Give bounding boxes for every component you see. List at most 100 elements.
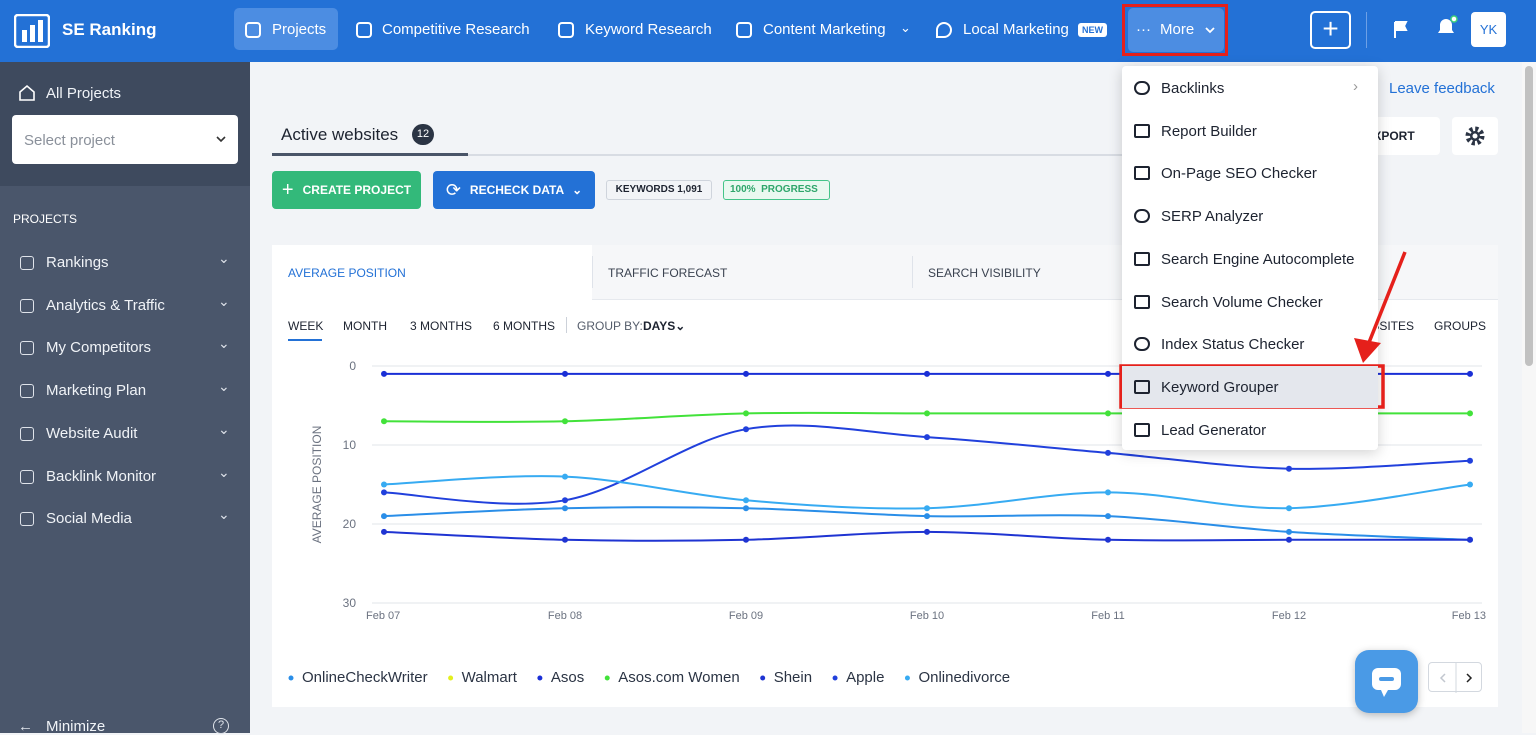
- y-tick-label: 10: [343, 438, 357, 452]
- nav-item[interactable]: Content Marketing: [763, 21, 886, 38]
- sidebar-chevron: ⌄: [218, 335, 230, 352]
- settings-button[interactable]: [1452, 117, 1498, 155]
- group-by-days: DAYS: [643, 319, 675, 333]
- create-project-button[interactable]: +CREATE PROJECT: [272, 171, 421, 209]
- menu-label[interactable]: Search Volume Checker: [1161, 294, 1323, 311]
- sidebar-chevron: ⌄: [218, 250, 230, 267]
- pager-arrows[interactable]: [1429, 663, 1483, 693]
- menu-label[interactable]: On-Page SEO Checker: [1161, 165, 1317, 182]
- select-chevron: [215, 135, 227, 145]
- data-point: [924, 371, 930, 377]
- group-by-label: GROUP BY:: [577, 319, 643, 333]
- websites-tab[interactable]: Active websites: [281, 125, 398, 145]
- legend-label[interactable]: Apple: [846, 669, 884, 686]
- y-tick-label: 20: [343, 517, 357, 531]
- legend-label[interactable]: Onlinedivorce: [918, 669, 1010, 686]
- data-point: [1105, 450, 1111, 456]
- minimize[interactable]: Minimize: [46, 718, 105, 735]
- legend-label[interactable]: OnlineCheckWriter: [302, 669, 428, 686]
- progress-value: 100%: [730, 184, 756, 195]
- gear-icon: [1452, 117, 1498, 155]
- legend-label[interactable]: Asos.com Women: [618, 669, 739, 686]
- menu-label[interactable]: Report Builder: [1161, 123, 1257, 140]
- sidebar-item[interactable]: Rankings: [46, 254, 109, 271]
- period-option[interactable]: 3 MONTHS: [410, 319, 472, 333]
- data-point: [381, 513, 387, 519]
- legend-label[interactable]: Shein: [774, 669, 812, 686]
- progress-badge: 100% PROGRESS: [723, 180, 830, 200]
- help-icon[interactable]: ?: [213, 718, 229, 734]
- flag-icon[interactable]: [1393, 20, 1409, 40]
- menu-label[interactable]: Search Engine Autocomplete: [1161, 251, 1354, 268]
- group-by-value[interactable]: DAYS⌄: [643, 319, 685, 333]
- menu-label[interactable]: Index Status Checker: [1161, 336, 1304, 353]
- sidebar-item[interactable]: Social Media: [46, 510, 132, 527]
- data-point: [381, 489, 387, 495]
- recheck-button[interactable]: ⟳RECHECK DATA⌄: [433, 171, 595, 209]
- nav-icon: [245, 22, 261, 38]
- x-tick-label: Feb 13: [1452, 610, 1486, 622]
- chat-button[interactable]: [1355, 650, 1418, 713]
- sidebar-chevron: ⌄: [218, 421, 230, 438]
- data-point: [1467, 482, 1473, 488]
- menu-icon: [1134, 81, 1150, 95]
- menu-label[interactable]: Lead Generator: [1161, 422, 1266, 439]
- scroll-thumb[interactable]: [1525, 66, 1533, 366]
- x-tick-label: Feb 11: [1091, 610, 1124, 622]
- bell-icon[interactable]: [1434, 14, 1458, 40]
- sidebar-item[interactable]: Website Audit: [46, 425, 137, 442]
- series-line: [384, 476, 1470, 508]
- sidebar-item[interactable]: Marketing Plan: [46, 382, 146, 399]
- sidebar-item[interactable]: My Competitors: [46, 339, 151, 356]
- nav-icon: [936, 22, 952, 38]
- chart-tab[interactable]: SEARCH VISIBILITY: [928, 266, 1041, 280]
- legend-label[interactable]: Walmart: [462, 669, 518, 686]
- nav-item[interactable]: Keyword Research: [585, 21, 712, 38]
- chat-icon: [1355, 650, 1418, 713]
- all-projects[interactable]: All Projects: [46, 85, 121, 102]
- avatar[interactable]: YK: [1471, 12, 1506, 47]
- sidebar-chevron: ⌄: [218, 506, 230, 523]
- sidebar-item[interactable]: Analytics & Traffic: [46, 297, 165, 314]
- legend-dot: [760, 676, 765, 681]
- period-option[interactable]: WEEK: [288, 319, 323, 333]
- period-option[interactable]: 6 MONTHS: [493, 319, 555, 333]
- sidebar-icon: [20, 427, 34, 441]
- sidebar-chevron: ⌄: [218, 378, 230, 395]
- data-point: [743, 497, 749, 503]
- chart-tab[interactable]: AVERAGE POSITION: [288, 266, 406, 280]
- logo-text[interactable]: SE Ranking: [62, 20, 156, 40]
- menu-icon: [1134, 124, 1150, 138]
- scrollbar: [1522, 62, 1536, 733]
- sidebar-icon: [20, 384, 34, 398]
- menu-label[interactable]: Backlinks: [1161, 80, 1224, 97]
- nav-icon: [356, 22, 372, 38]
- data-point: [1286, 505, 1292, 511]
- x-tick-label: Feb 07: [366, 610, 400, 622]
- view-groups[interactable]: GROUPS: [1434, 319, 1486, 333]
- add-button[interactable]: +: [1310, 11, 1351, 49]
- menu-label[interactable]: SERP Analyzer: [1161, 208, 1263, 225]
- menu-label[interactable]: Keyword Grouper: [1161, 379, 1279, 396]
- nav-item[interactable]: Competitive Research: [382, 21, 530, 38]
- data-point: [1286, 537, 1292, 543]
- data-point: [743, 537, 749, 543]
- menu-icon: [1134, 166, 1150, 180]
- nav-item[interactable]: Local Marketing: [963, 21, 1069, 38]
- legend-dot: [905, 676, 910, 681]
- period-option[interactable]: MONTH: [343, 319, 387, 333]
- sidebar-chevron: ⌄: [218, 464, 230, 481]
- data-point: [743, 371, 749, 377]
- menu-icon: [1134, 252, 1150, 266]
- leave-feedback[interactable]: Leave feedback: [1389, 80, 1495, 97]
- sidebar-icon: [20, 470, 34, 484]
- sidebar-chevron: ⌄: [218, 293, 230, 310]
- legend-label[interactable]: Asos: [551, 669, 584, 686]
- menu-icon: [1134, 337, 1150, 351]
- nav-item[interactable]: Projects: [272, 21, 326, 38]
- chart-tab[interactable]: TRAFFIC FORECAST: [608, 266, 727, 280]
- sidebar-item[interactable]: Backlink Monitor: [46, 468, 156, 485]
- tab-underline: [272, 153, 468, 156]
- period-separator: [566, 317, 567, 333]
